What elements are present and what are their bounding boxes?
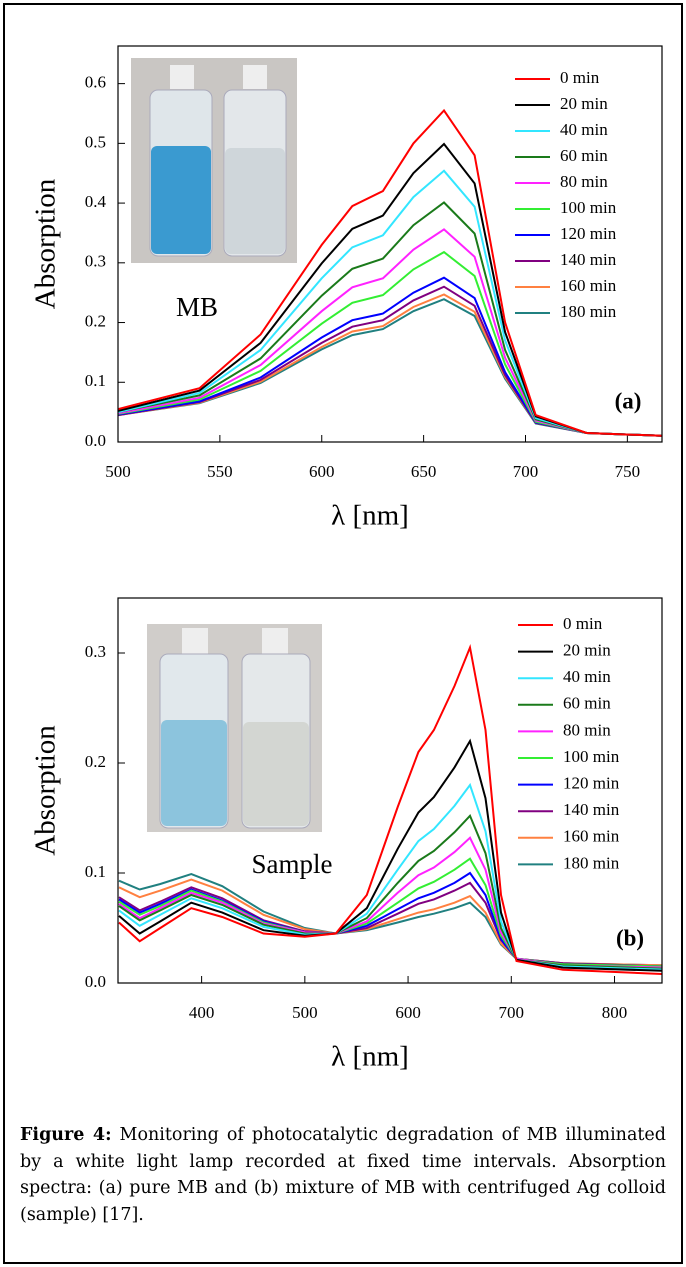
figure-frame (3, 3, 683, 1264)
x-tick-label: 700 (499, 1003, 525, 1022)
x-tick-label: 600 (395, 1003, 421, 1022)
x-tick-label: 500 (105, 462, 131, 481)
x-tick-label: 650 (411, 462, 437, 481)
spectrum-line (118, 228, 662, 437)
x-axis-label: λ [nm] (331, 500, 409, 532)
spectrum-line (118, 857, 662, 968)
panel-label: (a) (615, 388, 642, 413)
inset-label: Sample (252, 849, 333, 879)
legend-label: 60 min (563, 694, 611, 713)
caption-text: Monitoring of photocatalytic degradation… (20, 1125, 666, 1225)
legend-label: 180 min (563, 853, 620, 872)
y-axis-label: Absorption (30, 178, 62, 309)
legend-label: 20 min (560, 94, 608, 113)
legend-label: 120 min (563, 774, 620, 793)
x-tick-label: 700 (513, 462, 539, 481)
legend-label: 160 min (563, 827, 620, 846)
y-tick-label: 0.5 (85, 132, 106, 151)
spectrum-line (118, 782, 662, 971)
legend-label: 120 min (560, 224, 617, 243)
y-tick-label: 0.2 (85, 311, 106, 330)
x-tick-label: 750 (615, 462, 641, 481)
plot-frame (117, 45, 663, 443)
legend-label: 0 min (560, 68, 600, 87)
inset-photo-b (147, 624, 322, 832)
figure: 0.0 0.1 0.2 0.3 0.4 0.5 0.6 500 550 600 650 700 750 0… (30, 45, 663, 1073)
spectrum-line (118, 878, 662, 967)
legend-label: 40 min (560, 120, 608, 139)
y-tick-label: 0.0 (85, 972, 106, 991)
spectrum-line (118, 738, 662, 972)
y-tick-label: 0.0 (85, 431, 106, 450)
y-tick-label: 0.1 (85, 862, 106, 881)
x-tick-label: 400 (189, 1003, 215, 1022)
x-axis-label: λ [nm] (331, 1041, 409, 1073)
plot-frame (117, 597, 663, 984)
spectrum-line (118, 813, 662, 970)
spectrum-line (118, 871, 662, 968)
spectrum-line (118, 201, 662, 437)
legend-label: 140 min (563, 800, 620, 819)
spectrum-line (118, 108, 662, 437)
y-tick-label: 0.1 (85, 371, 106, 390)
y-tick-label: 0.6 (85, 73, 106, 92)
legend-label: 40 min (563, 667, 611, 686)
legend-label: 140 min (560, 250, 617, 269)
caption-label: Figure 4: (20, 1125, 112, 1145)
panel-label: (b) (616, 925, 644, 950)
legend-label: 60 min (560, 146, 608, 165)
legend-label: 100 min (563, 747, 620, 766)
spectrum-line (118, 643, 662, 976)
legend-label: 0 min (563, 614, 603, 633)
y-tick-label: 0.4 (85, 192, 107, 211)
y-tick-label: 0.3 (85, 252, 106, 271)
spectrum-line (118, 836, 662, 969)
legend-label: 20 min (563, 641, 611, 660)
x-tick-label: 500 (292, 1003, 318, 1022)
y-axis-label: Absorption (30, 725, 62, 856)
legend-label: 160 min (560, 276, 617, 295)
spectrum-line (118, 169, 662, 437)
x-tick-label: 800 (602, 1003, 628, 1022)
legend-label: 100 min (560, 198, 617, 217)
legend-label: 80 min (560, 172, 608, 191)
inset-photo-a (131, 58, 297, 263)
spectrum-line (118, 250, 662, 437)
x-tick-label: 550 (207, 462, 233, 481)
spectrum-line (118, 142, 662, 437)
y-tick-label: 0.3 (85, 642, 106, 661)
legend-label: 180 min (560, 302, 617, 321)
caption: Figure 4: Monitoring of photocatalytic d… (20, 1122, 666, 1228)
x-tick-label: 600 (309, 462, 335, 481)
legend-label: 80 min (563, 720, 611, 739)
inset-label: MB (176, 292, 218, 322)
y-tick-label: 0.2 (85, 752, 106, 771)
